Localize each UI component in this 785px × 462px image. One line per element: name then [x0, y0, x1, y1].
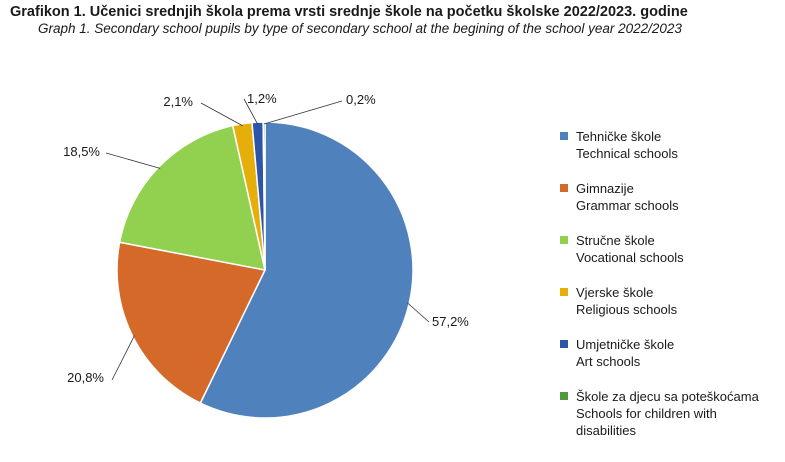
legend-label: Vjerske škole: [576, 285, 654, 300]
pie-slices: [116, 121, 414, 419]
legend-label-en: Religious schools: [576, 302, 678, 317]
pie-slice-vocational[interactable]: [118, 124, 266, 271]
legend-label-en: Technical schools: [576, 146, 678, 161]
data-label-art: 1,2%: [247, 91, 277, 106]
chart-title: Grafikon 1. Učenici srednjih škola prema…: [10, 4, 688, 20]
legend-item-art[interactable]: Umjetničke škole Art schools: [560, 336, 782, 370]
data-labels: 57,2% 20,8% 18,5% 2,1% 1,2% 0,2%: [63, 91, 469, 385]
legend-swatch: [560, 392, 568, 400]
legend-item-grammar[interactable]: Gimnazije Grammar schools: [560, 180, 782, 214]
leader-line-disabilities: [263, 100, 343, 125]
legend-swatch: [560, 288, 568, 296]
leader-line-art: [243, 98, 259, 125]
legend-item-vocational[interactable]: Stručne škole Vocational schools: [560, 232, 782, 266]
data-label-disabilities: 0,2%: [346, 92, 376, 107]
legend-swatch: [560, 132, 568, 140]
legend-item-religious[interactable]: Vjerske škole Religious schools: [560, 284, 782, 318]
legend-label: Tehničke škole: [576, 129, 662, 144]
legend-swatch: [560, 340, 568, 348]
leader-line-religious: [200, 102, 243, 127]
legend-label-en: Art schools: [576, 354, 641, 369]
legend-label: Škole za djecu sa poteškoćama: [576, 389, 759, 404]
pie-slice-disabilities[interactable]: [262, 121, 266, 271]
data-label-grammar: 20,8%: [67, 370, 104, 385]
legend-label: Umjetničke škole: [576, 337, 675, 352]
legend-swatch: [560, 184, 568, 192]
pie-slice-technical[interactable]: [199, 121, 414, 419]
pie-slice-grammar[interactable]: [116, 241, 267, 405]
legend-label-en: Schools for children with disabilities: [576, 406, 717, 438]
legend-swatch: [560, 236, 568, 244]
legend-label-en: Vocational schools: [576, 250, 684, 265]
leader-line-grammar: [111, 335, 135, 381]
legend-label: Stručne škole: [576, 233, 655, 248]
leader-line-technical: [407, 302, 430, 323]
legend-item-disabilities[interactable]: Škole za djecu sa poteškoćama Schools fo…: [560, 388, 782, 439]
data-label-vocational: 18,5%: [63, 144, 100, 159]
legend: Tehničke škole Technical schools Gimnazi…: [560, 128, 782, 457]
leader-lines: [105, 98, 430, 381]
legend-label: Gimnazije: [576, 181, 634, 196]
legend-item-technical[interactable]: Tehničke škole Technical schools: [560, 128, 782, 162]
data-label-technical: 57,2%: [432, 314, 469, 329]
legend-label-en: Grammar schools: [576, 198, 679, 213]
data-label-religious: 2,1%: [163, 94, 193, 109]
chart-subtitle: Graph 1. Secondary school pupils by type…: [38, 21, 682, 36]
leader-line-vocational: [105, 152, 161, 169]
